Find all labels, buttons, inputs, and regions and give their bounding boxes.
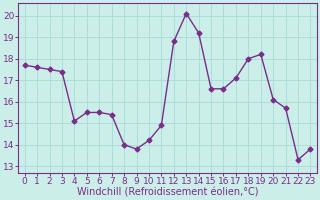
X-axis label: Windchill (Refroidissement éolien,°C): Windchill (Refroidissement éolien,°C) [77, 187, 258, 197]
